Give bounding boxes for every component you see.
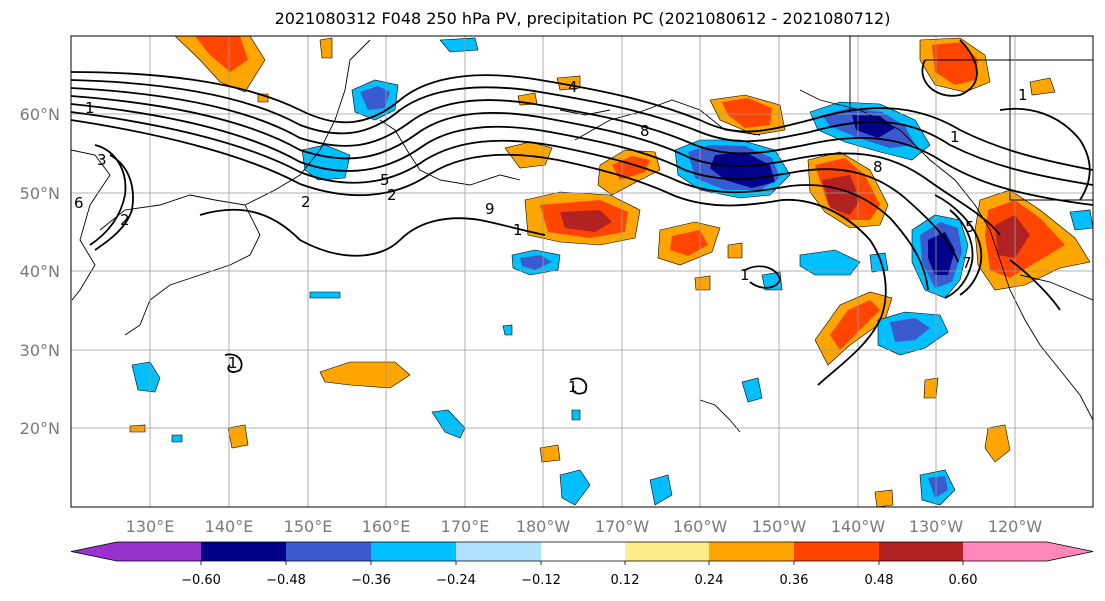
pv-label: 3 xyxy=(97,151,107,169)
lon-label: 160°W xyxy=(673,517,728,536)
colorbar-bin xyxy=(456,542,541,561)
map-frame xyxy=(70,35,1094,508)
lon-label: 170°W xyxy=(595,517,650,536)
lon-label: 120°W xyxy=(988,517,1043,536)
longitude-labels: 130°E 140°E 150°E 160°E 170°E 180°W 170°… xyxy=(126,517,1043,536)
colorbar-outline xyxy=(70,541,1094,562)
precipitation-shading xyxy=(129,36,1093,507)
pv-label: 4 xyxy=(568,78,578,96)
pv-label: 2 xyxy=(120,211,130,229)
pv-contour-labels: 1 3 6 2 2 5 2 9 1 8 4 8 1 5 7 1 1 1 1 xyxy=(74,78,1028,396)
pv-label: 6 xyxy=(74,194,84,212)
colorbar-bin xyxy=(625,542,709,561)
lat-label: 20°N xyxy=(20,419,60,438)
colorbar-extend-min xyxy=(71,542,201,561)
lon-label: 150°E xyxy=(284,517,333,536)
colorbar-bin xyxy=(541,542,625,561)
pv-label: 5 xyxy=(965,218,975,236)
lon-label: 160°E xyxy=(362,517,411,536)
colorbar-tick-label: −0.48 xyxy=(266,573,306,588)
lon-label: 130°E xyxy=(126,517,175,536)
lon-label: 140°E xyxy=(205,517,254,536)
colorbar-tick-label: 0.36 xyxy=(780,573,809,588)
lat-label: 50°N xyxy=(20,184,60,203)
pv-label: 1 xyxy=(85,99,95,117)
lat-label: 60°N xyxy=(20,105,60,124)
lat-label: 40°N xyxy=(20,262,60,281)
colorbar-bin xyxy=(371,542,456,561)
colorbar-tick-label: −0.12 xyxy=(521,573,561,588)
colorbar-bin xyxy=(794,542,879,561)
lon-label: 140°W xyxy=(831,517,886,536)
pv-label: 1 xyxy=(1018,86,1028,104)
colorbar-bin xyxy=(709,542,794,561)
plot-title: 2021080312 F048 250 hPa PV, precipitatio… xyxy=(274,9,891,28)
pv-label: 1 xyxy=(950,128,960,146)
pv-label: 5 xyxy=(380,171,390,189)
colorbar-tick-label: −0.36 xyxy=(351,573,391,588)
pv-label: 1 xyxy=(513,221,523,239)
pv-label: 8 xyxy=(640,122,650,140)
pv-label: 7 xyxy=(962,254,972,272)
colorbar-tick-label: 0.60 xyxy=(949,573,978,588)
lon-label: 170°E xyxy=(441,517,490,536)
colorbar-tick-label: 0.12 xyxy=(611,573,640,588)
colorbar: −0.60 −0.48 −0.36 −0.24 −0.12 0.12 0.24 … xyxy=(70,541,1094,588)
pv-label: 1 xyxy=(740,266,750,284)
lat-label: 30°N xyxy=(20,341,60,360)
colorbar-tick-label: 0.48 xyxy=(865,573,894,588)
lon-label: 180°W xyxy=(516,517,571,536)
colorbar-bin xyxy=(201,542,286,561)
colorbar-tick-label: 0.24 xyxy=(695,573,724,588)
lon-label: 130°W xyxy=(909,517,964,536)
colorbar-bin xyxy=(286,542,371,561)
colorbar-extend-max xyxy=(963,542,1093,561)
pv-label: 2 xyxy=(301,193,311,211)
pv-label: 1 xyxy=(228,354,238,372)
pv-label: 8 xyxy=(873,158,883,176)
lon-label: 150°W xyxy=(752,517,807,536)
pv-label: 9 xyxy=(485,200,495,218)
pv-contours xyxy=(71,39,1093,395)
coastlines xyxy=(71,36,1093,433)
pv-label: 2 xyxy=(387,186,397,204)
colorbar-tick-label: −0.24 xyxy=(436,573,476,588)
latitude-labels: 60°N 50°N 40°N 30°N 20°N xyxy=(20,105,60,438)
pv-label: 1 xyxy=(568,378,578,396)
colorbar-bin xyxy=(879,542,963,561)
colorbar-tick-label: −0.60 xyxy=(181,573,221,588)
